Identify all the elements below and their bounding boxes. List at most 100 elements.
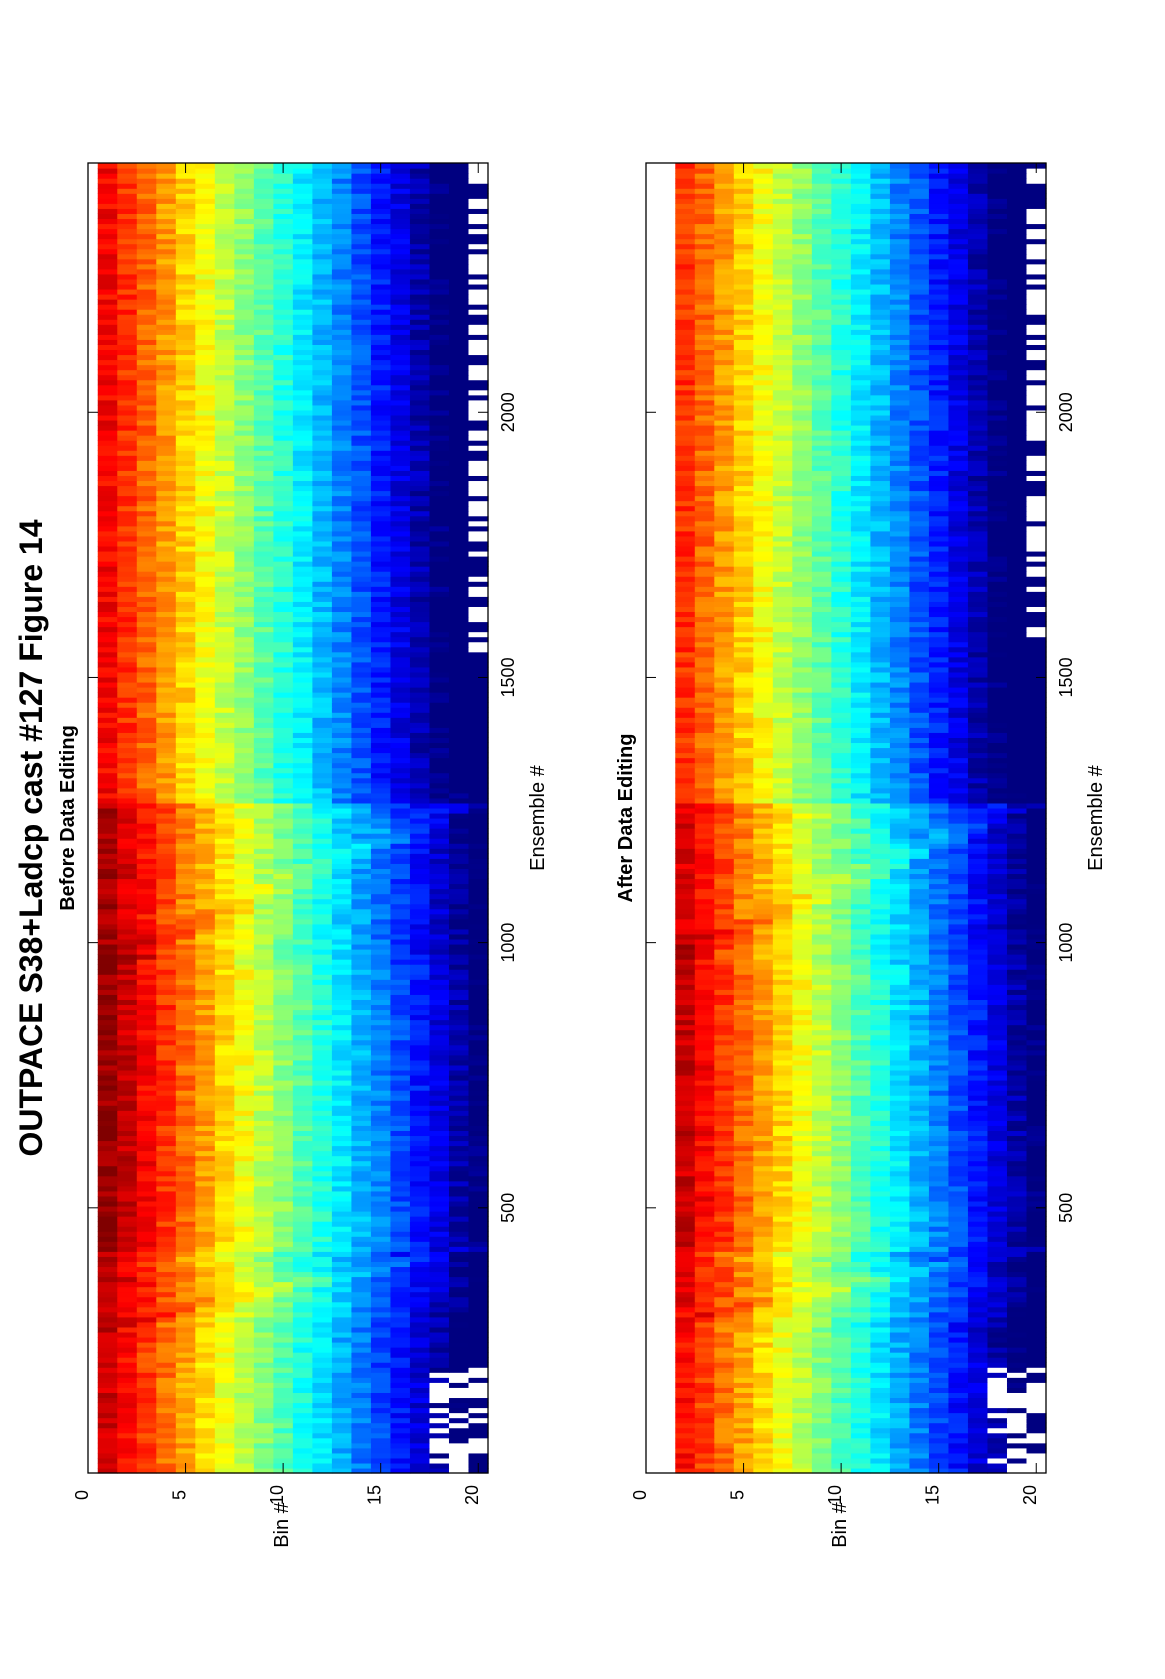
heatmap-cell — [390, 394, 411, 401]
heatmap-cell — [390, 349, 411, 356]
heatmap-cell — [312, 1049, 333, 1056]
heatmap-cell — [312, 480, 333, 487]
heatmap-cell — [312, 969, 333, 975]
heatmap-cell — [253, 319, 274, 325]
heatmap-cell — [156, 1286, 177, 1293]
heatmap-cell — [273, 1085, 294, 1091]
heatmap-cell — [253, 1049, 274, 1056]
heatmap-cell — [175, 1311, 196, 1318]
heatmap-cell — [156, 1352, 177, 1358]
heatmap-cell — [214, 858, 235, 864]
heatmap-cell — [351, 1306, 372, 1313]
heatmap-cell — [351, 566, 372, 572]
heatmap-cell — [195, 671, 216, 678]
heatmap-cell — [370, 561, 392, 567]
heatmap-cell — [292, 641, 313, 648]
heatmap-cell — [117, 354, 138, 361]
heatmap-cell — [409, 485, 431, 492]
heatmap-cell — [351, 1135, 372, 1142]
heatmap-cell — [195, 1211, 216, 1217]
heatmap-cell — [273, 717, 294, 723]
heatmap-cell — [292, 1069, 313, 1076]
heatmap-cell — [448, 1226, 470, 1232]
heatmap-cell — [390, 1412, 411, 1419]
heatmap-cell — [429, 606, 450, 613]
heatmap-cell — [234, 1357, 255, 1363]
heatmap-cell — [448, 425, 470, 431]
heatmap-cell — [175, 545, 196, 552]
heatmap-cell — [351, 1054, 372, 1061]
heatmap-cell — [331, 984, 353, 990]
heatmap-cell — [448, 228, 470, 235]
heatmap-cell — [234, 1175, 255, 1182]
heatmap-cell — [331, 681, 353, 688]
heatmap-cell — [234, 1367, 255, 1373]
heatmap-cell — [448, 1064, 470, 1071]
heatmap-cell — [175, 1180, 196, 1187]
heatmap-cell — [253, 722, 274, 728]
heatmap-cell — [370, 545, 392, 552]
heatmap-cell — [331, 1266, 353, 1273]
heatmap-cell — [214, 1462, 235, 1469]
heatmap-cell — [253, 964, 274, 970]
heatmap-cell — [156, 1336, 177, 1343]
heatmap-cell — [370, 959, 392, 965]
heatmap-cell — [156, 797, 177, 804]
heatmap-cell — [214, 571, 235, 577]
heatmap-cell — [195, 263, 216, 270]
heatmap-cell — [214, 561, 235, 567]
heatmap-cell — [292, 1180, 313, 1187]
heatmap-cell — [370, 772, 392, 779]
heatmap-cell — [429, 1417, 450, 1424]
heatmap-cell — [273, 1069, 294, 1076]
heatmap-cell — [351, 1271, 372, 1278]
heatmap-cell — [117, 636, 138, 643]
heatmap-cell — [214, 581, 235, 587]
heatmap-cell — [331, 1190, 353, 1197]
heatmap-cell — [468, 888, 489, 895]
heatmap-cell — [331, 893, 353, 900]
heatmap-cell — [234, 1155, 255, 1162]
heatmap-cell — [448, 1231, 470, 1237]
heatmap-cell — [214, 319, 235, 325]
heatmap-cell — [253, 681, 274, 688]
heatmap-cell — [234, 1457, 255, 1464]
heatmap-cell — [429, 470, 450, 476]
heatmap-cell — [409, 878, 431, 885]
heatmap-cell — [429, 969, 450, 975]
heatmap-cell — [292, 1049, 313, 1056]
heatmap-cell — [448, 1271, 470, 1278]
heatmap-cell — [429, 379, 450, 386]
heatmap-cell — [370, 732, 392, 738]
heatmap-cell — [234, 1392, 255, 1399]
heatmap-cell — [214, 1422, 235, 1429]
heatmap-cell — [468, 1437, 489, 1444]
heatmap-cell — [312, 384, 333, 391]
heatmap-cell — [429, 626, 450, 633]
heatmap-cell — [351, 329, 372, 335]
heatmap-cell — [156, 1437, 177, 1444]
heatmap-cell — [331, 409, 353, 416]
heatmap-cell — [351, 389, 372, 396]
heatmap-cell — [409, 409, 431, 416]
heatmap-cell — [273, 969, 294, 975]
heatmap-cell — [292, 676, 313, 683]
heatmap-cell — [292, 550, 313, 557]
heatmap-cell — [253, 1261, 274, 1268]
heatmap-cell — [312, 772, 333, 779]
heatmap-cell — [156, 737, 177, 744]
heatmap-cell — [370, 319, 392, 325]
heatmap-cell — [97, 631, 118, 638]
heatmap-cell — [468, 757, 489, 764]
heatmap-cell — [214, 1160, 235, 1167]
heatmap-cell — [253, 556, 274, 562]
heatmap-cell — [409, 1377, 431, 1383]
heatmap-cell — [253, 621, 274, 628]
heatmap-cell — [175, 520, 196, 527]
heatmap-cell — [117, 1074, 138, 1081]
heatmap-cell — [292, 1336, 313, 1343]
heatmap-cell — [234, 833, 255, 839]
heatmap-cell — [370, 812, 392, 819]
heatmap-cell — [273, 344, 294, 351]
heatmap-cell — [351, 1422, 372, 1429]
